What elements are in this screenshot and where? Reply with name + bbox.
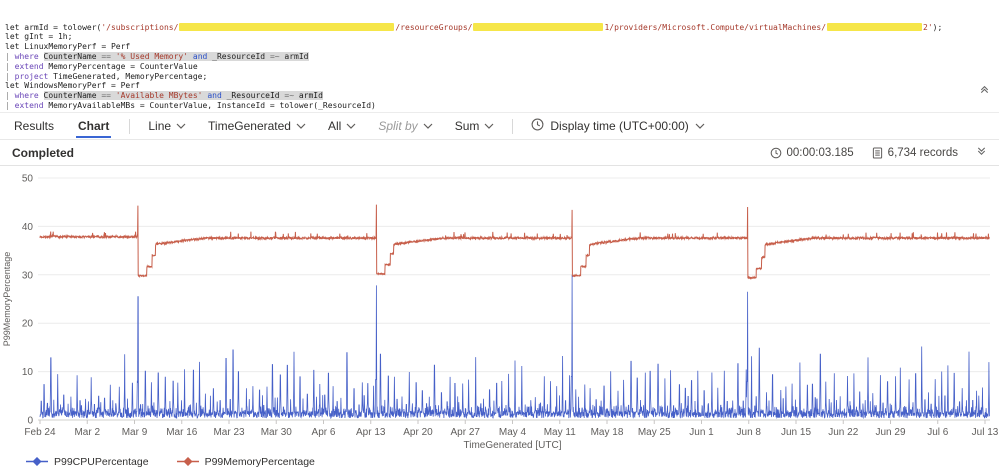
- legend-marker-icon: [26, 457, 48, 466]
- svg-text:Jun 22: Jun 22: [828, 427, 858, 438]
- chevron-down-icon: [176, 123, 186, 129]
- expand-results-icon[interactable]: [976, 146, 987, 160]
- svg-text:20: 20: [22, 319, 34, 330]
- svg-text:Apr 27: Apr 27: [451, 427, 481, 438]
- legend-label: P99CPUPercentage: [54, 455, 149, 468]
- query-line: let LinuxMemoryPerf = Perf: [5, 42, 131, 52]
- query-status-bar: Completed 00:00:03.185 6,734 records: [0, 140, 999, 166]
- svg-text:Apr 13: Apr 13: [356, 427, 386, 438]
- redaction-bar: [179, 23, 395, 32]
- display-time-dropdown[interactable]: Display time (UTC+00:00): [531, 118, 705, 134]
- svg-text:Jun 8: Jun 8: [737, 427, 762, 438]
- svg-text:Jun 29: Jun 29: [875, 427, 905, 438]
- query-line: | project TimeGenerated, MemoryPercentag…: [5, 71, 208, 81]
- dropdown-label: Split by: [378, 119, 418, 133]
- svg-text:0: 0: [27, 416, 33, 427]
- svg-text:30: 30: [22, 270, 34, 281]
- svg-text:Jul 13: Jul 13: [972, 427, 999, 438]
- clock-icon: [531, 118, 544, 134]
- svg-text:Mar 23: Mar 23: [213, 427, 245, 438]
- query-duration: 00:00:03.185: [770, 147, 854, 159]
- chart-toolbar: Results Chart Line TimeGenerated All Split b…: [0, 113, 999, 140]
- chart-area: 0 10 20 30 40 50 Feb 24 Mar 2 Mar 9 Mar 16 Mar 23 M…: [0, 166, 999, 452]
- legend-label: P99MemoryPercentage: [204, 455, 315, 468]
- query-line: let gInt = 1h;: [5, 32, 73, 42]
- query-text[interactable]: let armId = tolower('/subscriptions//res…: [5, 22, 999, 112]
- dropdown-line[interactable]: Line: [148, 119, 186, 133]
- result-tabs: Results Chart: [12, 115, 112, 138]
- query-line: let armId = tolower('/subscriptions//res…: [5, 22, 943, 32]
- query-status: Completed: [12, 145, 75, 160]
- svg-text:40: 40: [22, 222, 34, 233]
- chevron-down-icon: [296, 123, 306, 129]
- chart-option-dropdowns: Line TimeGenerated All Split by Sum: [148, 119, 494, 133]
- svg-text:Mar 30: Mar 30: [261, 427, 293, 438]
- svg-text:Jul 6: Jul 6: [927, 427, 949, 438]
- query-line: | extend MemoryAvailableMBs = CounterVal…: [5, 100, 376, 110]
- records-icon: [872, 146, 882, 159]
- svg-text:May 4: May 4: [499, 427, 527, 438]
- svg-text:Mar 9: Mar 9: [122, 427, 148, 438]
- dropdown-timegenerated[interactable]: TimeGenerated: [208, 119, 306, 133]
- tab-chart[interactable]: Chart: [76, 115, 112, 138]
- chevron-down-icon: [423, 123, 433, 129]
- display-time-label: Display time (UTC+00:00): [550, 119, 689, 133]
- redaction-bar: [827, 23, 923, 32]
- legend-item-P99MemoryPercentage[interactable]: P99MemoryPercentage: [176, 455, 315, 468]
- svg-text:May 18: May 18: [591, 427, 624, 438]
- query-line: | where CounterName == '% Used Memory' a…: [5, 51, 309, 61]
- svg-text:Mar 16: Mar 16: [166, 427, 198, 438]
- dropdown-split-by[interactable]: Split by: [378, 119, 433, 133]
- svg-text:Apr 6: Apr 6: [312, 427, 336, 438]
- query-line: let WindowsMemoryPerf = Perf: [5, 81, 140, 91]
- svg-text:May 11: May 11: [544, 427, 576, 438]
- dropdown-all[interactable]: All: [328, 119, 356, 133]
- svg-text:P99MemoryPercentage: P99MemoryPercentage: [2, 252, 12, 347]
- chart-legend: P99CPUPercentage P99MemoryPercentage: [0, 452, 999, 471]
- svg-text:TimeGenerated [UTC]: TimeGenerated [UTC]: [464, 440, 562, 451]
- svg-text:Feb 24: Feb 24: [24, 427, 56, 438]
- chevron-down-icon: [346, 123, 356, 129]
- svg-text:50: 50: [22, 174, 34, 185]
- dropdown-label: Sum: [454, 119, 480, 133]
- dropdown-label: TimeGenerated: [208, 119, 291, 133]
- toolbar-divider: [512, 118, 514, 134]
- tab-results[interactable]: Results: [14, 118, 55, 133]
- record-count: 6,734 records: [872, 147, 958, 159]
- svg-text:Jun 1: Jun 1: [689, 427, 714, 438]
- dropdown-label: Line: [148, 119, 172, 133]
- svg-text:Jun 15: Jun 15: [781, 427, 811, 438]
- svg-text:Mar 2: Mar 2: [74, 427, 100, 438]
- svg-text:May 25: May 25: [638, 427, 671, 438]
- chevron-down-icon: [695, 123, 705, 129]
- query-line: | project TimeGenerated, MemoryAvailable…: [5, 111, 999, 112]
- collapse-editor-icon[interactable]: [960, 74, 990, 107]
- query-line: | where CounterName == 'Available MBytes…: [5, 91, 323, 101]
- legend-marker-icon: [176, 457, 199, 466]
- query-editor[interactable]: let armId = tolower('/subscriptions//res…: [0, 0, 999, 113]
- redaction-bar: [473, 23, 604, 32]
- toolbar-divider: [129, 118, 131, 134]
- perf-line-chart[interactable]: 0 10 20 30 40 50 Feb 24 Mar 2 Mar 9 Mar 16 Mar 23 M…: [0, 166, 999, 452]
- query-line: | extend MemoryPercentage = CounterValue: [5, 61, 198, 71]
- legend-item-P99CPUPercentage[interactable]: P99CPUPercentage: [26, 456, 149, 468]
- clock-icon: [770, 147, 781, 158]
- dropdown-label: All: [327, 119, 342, 133]
- svg-text:Apr 20: Apr 20: [403, 427, 433, 438]
- dropdown-sum[interactable]: Sum: [455, 119, 495, 133]
- svg-text:10: 10: [22, 367, 34, 378]
- chevron-down-icon: [484, 123, 494, 129]
